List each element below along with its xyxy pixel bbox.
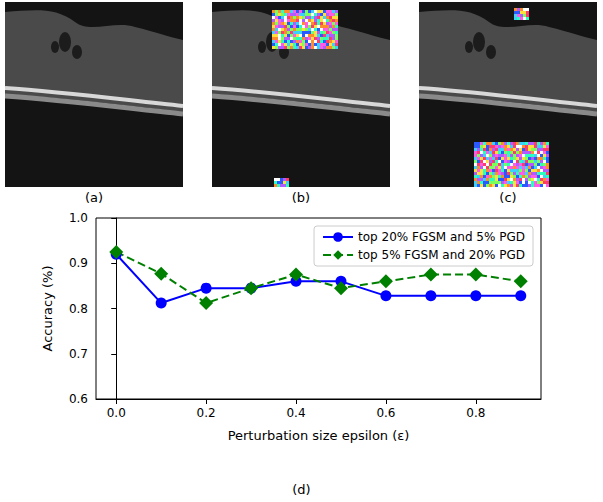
svg-text:Perturbation size epsilon (ε): Perturbation size epsilon (ε) [228, 428, 410, 443]
svg-text:Accuracy (%): Accuracy (%) [40, 266, 55, 352]
svg-text:0.6: 0.6 [69, 392, 88, 406]
html-text:(c): (c) [499, 190, 517, 205]
svg-text:0.8: 0.8 [69, 302, 88, 316]
svg-text:0.0: 0.0 [107, 406, 126, 420]
svg-text:top 5% FGSM and 20% PGD: top 5% FGSM and 20% PGD [358, 248, 525, 262]
svg-text:0.8: 0.8 [466, 406, 485, 420]
svg-text:0.2: 0.2 [197, 406, 216, 420]
svg-text:0.4: 0.4 [286, 406, 305, 420]
svg-text:0.9: 0.9 [69, 256, 88, 270]
svg-text:0.7: 0.7 [69, 347, 88, 361]
html-text:(a): (a) [84, 190, 104, 205]
svg-text:1.0: 1.0 [69, 211, 88, 225]
html-text:(b): (b) [291, 190, 311, 205]
svg-text:top 20% FGSM and 5% PGD: top 20% FGSM and 5% PGD [358, 230, 525, 244]
svg-text:0.6: 0.6 [376, 406, 395, 420]
svg-text:(d): (d) [292, 482, 310, 497]
